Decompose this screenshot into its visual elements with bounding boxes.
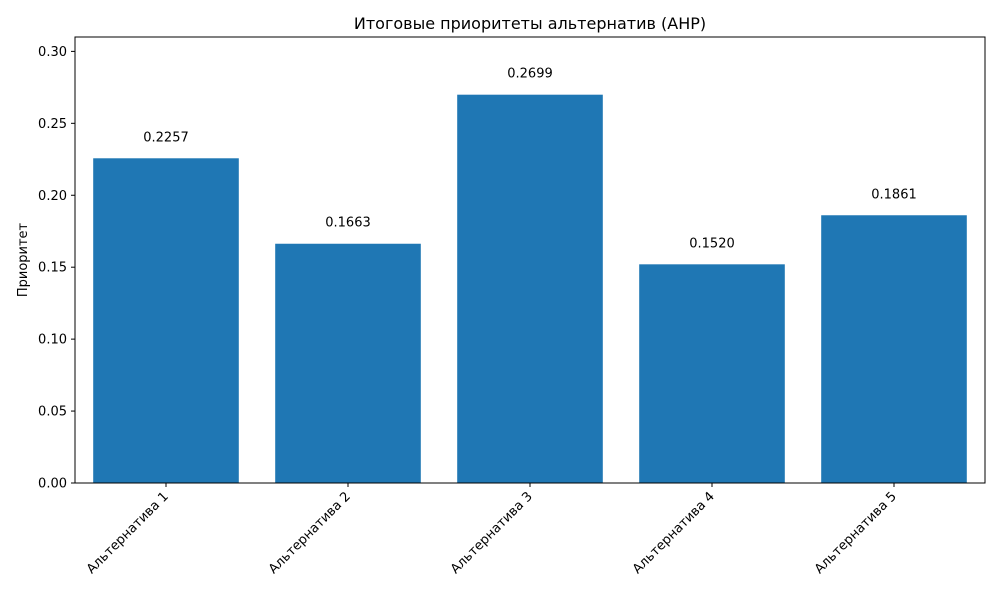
bar-value-label: 0.2699 — [507, 67, 553, 82]
bar-value-labels: 0.2257 0.1663 0.2699 0.1520 0.1861 — [143, 67, 917, 252]
y-tick-label: 0.05 — [38, 405, 67, 420]
y-tick-label: 0.30 — [38, 45, 67, 60]
bar — [275, 243, 421, 483]
bar-value-label: 0.1861 — [871, 187, 917, 202]
x-tick-label: Альтернатива 5 — [812, 489, 900, 577]
x-tick-label: Альтернатива 1 — [84, 489, 172, 577]
x-tick-label: Альтернатива 3 — [448, 489, 536, 577]
plot-frame — [74, 36, 986, 484]
chart-title: Итоговые приоритеты альтернатив (AHP) — [354, 14, 706, 33]
y-axis-label: Приоритет — [16, 222, 31, 297]
y-tick-label: 0.20 — [38, 189, 67, 204]
bar — [821, 215, 967, 483]
bars — [93, 94, 967, 484]
x-tick-label: Альтернатива 4 — [630, 489, 718, 577]
y-tick-label: 0.15 — [38, 261, 67, 276]
bar — [457, 94, 603, 483]
y-tick-label: 0.00 — [38, 477, 67, 492]
bar-value-label: 0.2257 — [143, 130, 189, 145]
bar-value-label: 0.1663 — [325, 216, 371, 231]
x-tick-label: Альтернатива 2 — [266, 489, 354, 577]
bar — [93, 158, 239, 484]
y-tick-label: 0.25 — [38, 117, 67, 132]
bar-value-label: 0.1520 — [689, 236, 735, 251]
bar — [639, 264, 785, 483]
y-axis: 0.00 0.05 0.10 0.15 0.20 0.25 0.30 — [38, 45, 75, 492]
x-axis: Альтернатива 1 Альтернатива 2 Альтернатива… — [84, 483, 900, 577]
y-tick-label: 0.10 — [38, 333, 67, 348]
